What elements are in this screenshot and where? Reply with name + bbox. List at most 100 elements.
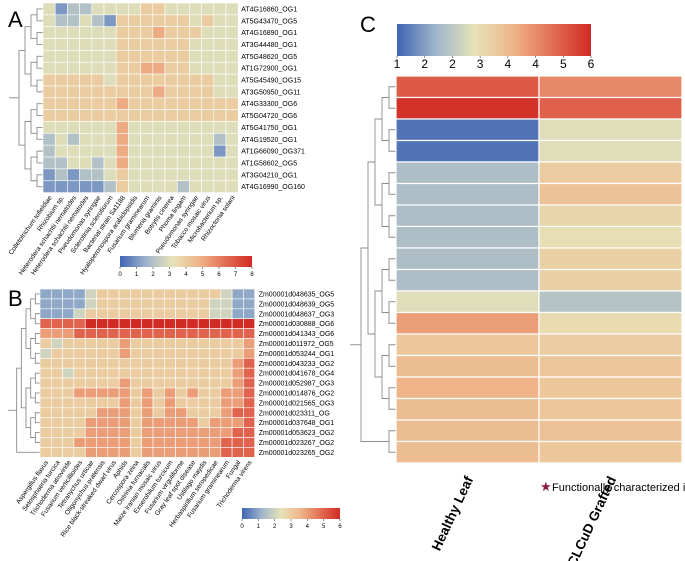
colorbar-gradient <box>242 508 340 519</box>
heatmap-cell <box>189 61 202 75</box>
heatmap-cell <box>73 288 86 300</box>
heatmap-cell <box>141 447 154 458</box>
heatmap-cell <box>209 357 222 369</box>
heatmap-cell <box>209 417 222 428</box>
dendrogram-branch <box>34 372 40 384</box>
footnote: ★ Functionally characterized in This stu… <box>540 479 685 494</box>
heatmap-cell <box>152 133 166 146</box>
heatmap-cell <box>96 427 109 438</box>
heatmap-cell <box>231 288 244 300</box>
dendrogram-branch <box>388 215 396 238</box>
heatmap-cell <box>209 387 222 399</box>
dendrogram-branch <box>388 387 396 410</box>
heatmap-cell <box>118 298 131 310</box>
heatmap-cell <box>91 144 105 158</box>
heatmap-cell <box>50 447 63 458</box>
heatmap-cell <box>186 338 199 349</box>
heatmap-cell <box>84 338 97 349</box>
heatmap-cell <box>73 308 86 319</box>
heatmap-cell <box>62 377 75 389</box>
heatmap-cell <box>201 38 215 51</box>
heatmap-cell <box>118 447 131 458</box>
heatmap-cell <box>140 26 154 39</box>
heatmap-cell <box>140 109 154 122</box>
row-label: Zm00001d023311_OG <box>259 410 330 417</box>
heatmap-cell <box>176 180 190 193</box>
heatmap-cell <box>128 73 141 87</box>
dendrogram-branch <box>30 61 37 87</box>
heatmap-cell <box>220 437 233 448</box>
heatmap-cell <box>67 97 80 110</box>
heatmap-cell <box>118 437 131 448</box>
heatmap-cell <box>84 367 97 379</box>
heatmap-cell <box>231 328 244 339</box>
heatmap-cell <box>225 38 239 51</box>
heatmap-cell <box>225 144 239 158</box>
row-label: AT4G16990_OG160 <box>241 184 305 191</box>
heatmap-cell <box>243 298 255 310</box>
heatmap-cell <box>175 427 188 438</box>
heatmap-cell <box>176 85 190 99</box>
dendrogram-branch <box>34 293 40 305</box>
row-label: AT1G66090_OG371 <box>241 149 305 156</box>
heatmap-cell <box>152 427 165 438</box>
colorbar-tick-label: 1 <box>394 57 401 71</box>
heatmap-cell <box>84 288 97 300</box>
heatmap-cell <box>107 328 120 339</box>
heatmap-cell <box>189 73 202 87</box>
heatmap-cell <box>201 26 215 39</box>
heatmap-cell <box>128 156 141 170</box>
heatmap-cell <box>141 298 154 310</box>
heatmap-cell <box>42 144 56 158</box>
heatmap-cell <box>197 437 210 448</box>
heatmap-cell <box>395 75 540 99</box>
heatmap-cell <box>39 377 52 389</box>
heatmap-cell <box>39 437 52 448</box>
heatmap-cell <box>67 2 80 16</box>
heatmap-cell <box>115 61 129 75</box>
heatmap-cell <box>538 139 683 163</box>
heatmap-cell <box>231 377 244 389</box>
heatmap-cell <box>243 288 255 300</box>
heatmap-cell <box>186 427 199 438</box>
dendrogram-branch <box>20 328 26 409</box>
heatmap-cell <box>243 407 255 418</box>
heatmap-cell <box>130 447 142 458</box>
heatmap-cell <box>197 357 210 369</box>
dendrogram-rows-b <box>8 293 40 453</box>
heatmap-cell <box>67 50 80 63</box>
heatmap-cell <box>140 144 154 158</box>
heatmap-cell <box>209 367 222 379</box>
colorbar-tick-label: 4 <box>184 272 188 278</box>
dendrogram-branch <box>381 269 389 313</box>
heatmap-cell <box>152 407 165 418</box>
heatmap-cell <box>118 417 131 428</box>
heatmap-cell <box>50 367 63 379</box>
heatmap-cell <box>73 377 86 389</box>
heatmap-cell <box>79 97 93 110</box>
heatmap-cell <box>201 50 215 63</box>
heatmap-cell <box>62 338 75 349</box>
heatmap-cell <box>225 168 239 182</box>
heatmap-cell <box>54 144 68 158</box>
heatmap-cell <box>209 318 222 329</box>
heatmap-cell <box>141 417 154 428</box>
heatmap-cell <box>213 156 227 170</box>
heatmap-cell <box>538 182 683 206</box>
heatmap-cell <box>164 73 178 87</box>
heatmap-cell <box>107 288 120 300</box>
heatmap-cell <box>115 133 129 146</box>
heatmap-cell <box>176 2 190 16</box>
heatmap-cell <box>213 180 227 193</box>
heatmap-cell <box>152 168 166 182</box>
heatmap-cell <box>201 2 215 16</box>
heatmap-cell <box>96 437 109 448</box>
dendrogram-rows-c <box>350 86 396 453</box>
heatmap-cell <box>209 427 222 438</box>
row-label: Zm00001d030888_OG6 <box>259 321 335 328</box>
heatmap-cell <box>164 357 176 369</box>
row-labels-b: Zm00001d048635_OG5 Zm00001d048639_OG5 Zm00… <box>259 291 335 456</box>
heatmap-cell <box>175 357 188 369</box>
dendrogram-branch <box>34 352 40 364</box>
heatmap-cell <box>62 417 75 428</box>
